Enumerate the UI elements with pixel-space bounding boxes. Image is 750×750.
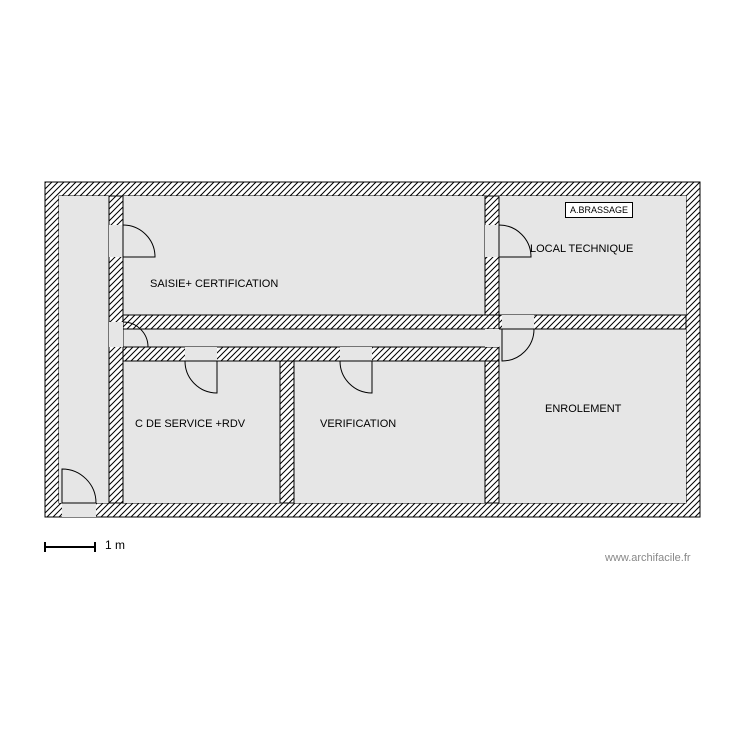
wall-v-mid-lower [280,361,294,503]
label-verification: VERIFICATION [320,418,396,430]
door-gap-corridor-left [109,322,123,347]
room-saisie [123,196,485,315]
room-c-service [123,361,280,503]
floor-plan-stage: SAISIE+ CERTIFICATION LOCAL TECHNIQUE A.… [0,0,750,750]
door-gap-saisie [109,225,123,257]
label-saisie: SAISIE+ CERTIFICATION [150,278,278,290]
label-local-technique: LOCAL TECHNIQUE [530,243,633,255]
floor-plan-svg [0,0,750,750]
wall-v-right-upper [485,196,499,329]
room-enrolement [499,329,686,503]
watermark-text: www.archifacile.fr [605,552,691,564]
label-c-service: C DE SERVICE +RDV [135,418,245,430]
door-gap-local-technique [485,225,499,257]
door-gap-exterior [62,503,96,517]
scale-text: 1 m [105,538,125,552]
wall-h-lower [123,347,499,361]
label-enrolement: ENROLEMENT [545,403,621,415]
room-corridor [123,329,485,347]
door-gap-c-service [185,347,217,361]
label-brassage: A.BRASSAGE [565,202,633,218]
room-verification [294,361,485,503]
door-gap-corridor-right [485,329,499,347]
door-gap-verification [340,347,372,361]
door-gap-enrolement [502,315,534,329]
room-left-corridor [59,196,109,503]
wall-v-right-lower [485,347,499,503]
wall-h-upper [123,315,499,329]
